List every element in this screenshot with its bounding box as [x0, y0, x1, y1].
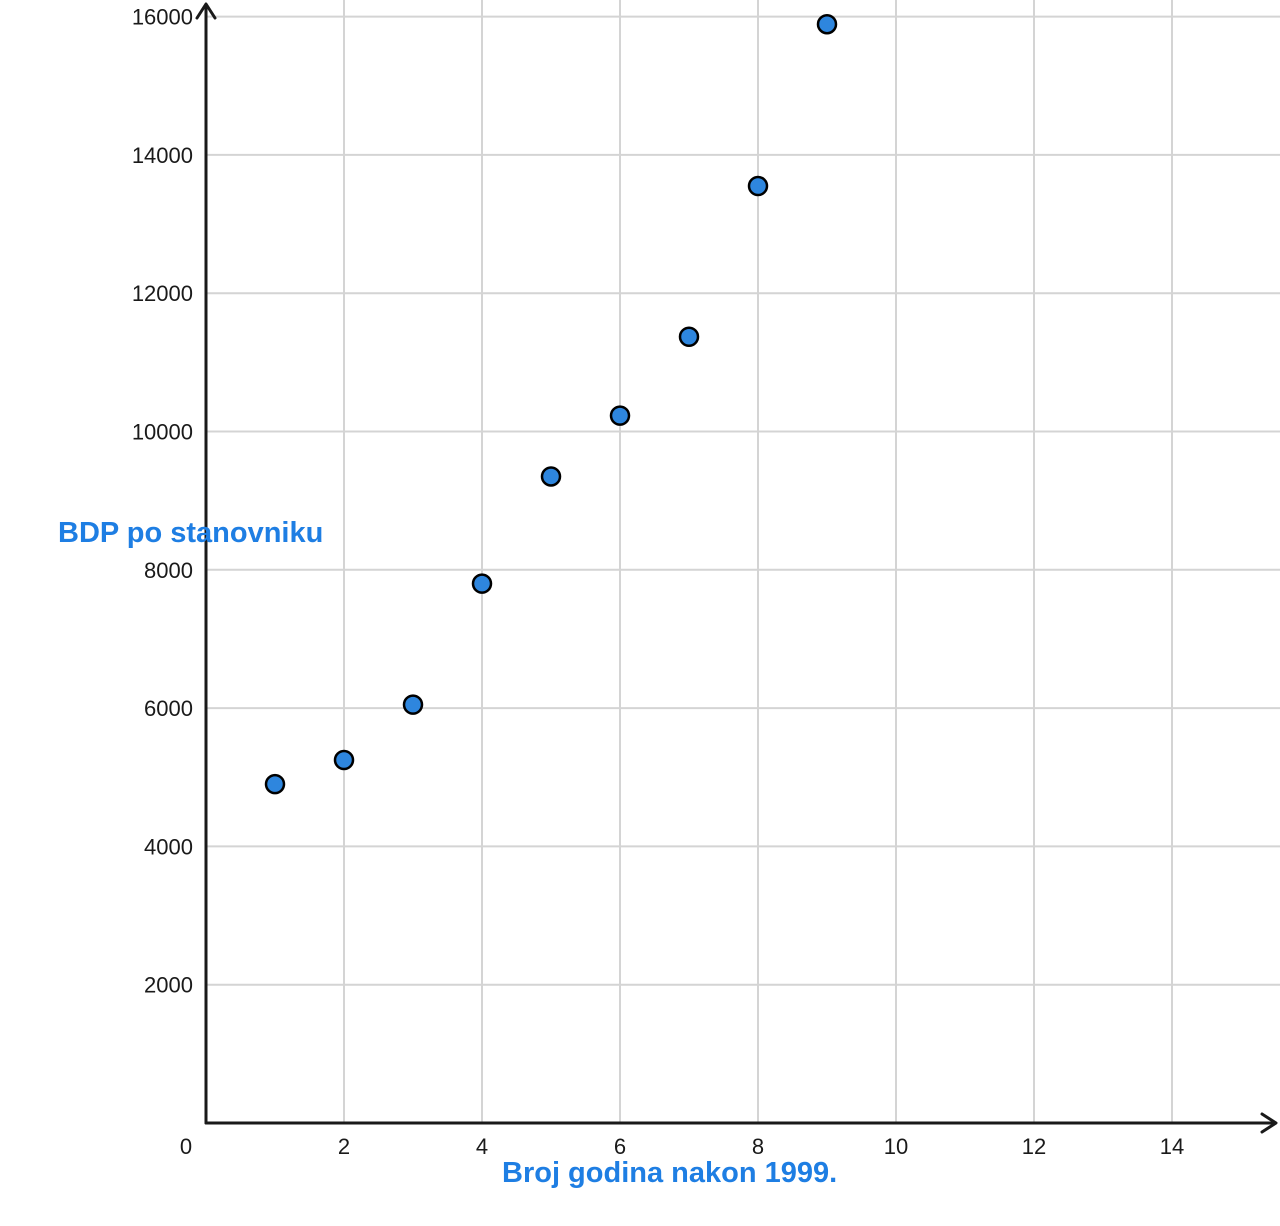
y-tick-label: 2000	[144, 973, 193, 998]
x-axis-arrowhead	[1260, 1112, 1278, 1134]
data-point	[678, 326, 700, 348]
y-tick-label: 10000	[132, 420, 193, 445]
y-tick-label: 12000	[132, 281, 193, 306]
y-tick-label: 4000	[144, 834, 193, 859]
y-axis-title: BDP po stanovniku	[58, 517, 324, 549]
x-axis-title: Broj godina nakon 1999.	[502, 1157, 838, 1189]
x-tick-label: 4	[476, 1134, 488, 1159]
x-tick-label: 14	[1160, 1134, 1184, 1159]
x-tick-label: 12	[1022, 1134, 1046, 1159]
data-point	[402, 694, 424, 715]
x-tick-label: 10	[884, 1134, 908, 1159]
data-point	[333, 749, 355, 771]
axes	[195, 2, 1278, 1134]
x-tick-label: 8	[752, 1134, 764, 1159]
x-tick-label: 0	[180, 1134, 192, 1159]
data-point	[609, 405, 631, 426]
data-point	[540, 466, 562, 487]
y-tick-label: 14000	[132, 143, 193, 168]
y-tick-label: 8000	[144, 558, 193, 583]
data-point	[471, 573, 493, 594]
y-tick-label: 16000	[132, 5, 193, 30]
data-point	[747, 175, 769, 197]
x-tick-label: 6	[614, 1134, 626, 1159]
data-points	[264, 13, 838, 795]
x-tick-label: 2	[338, 1134, 350, 1159]
y-axis-arrowhead	[195, 2, 217, 20]
data-point	[264, 773, 286, 795]
gridlines	[206, 0, 1280, 1123]
tick-labels: 0 2 4 6 8 10 12 14 2000 4000 6000 8000 10000 12000 140…	[132, 5, 1184, 1159]
y-tick-label: 6000	[144, 696, 193, 721]
data-point	[816, 13, 838, 35]
